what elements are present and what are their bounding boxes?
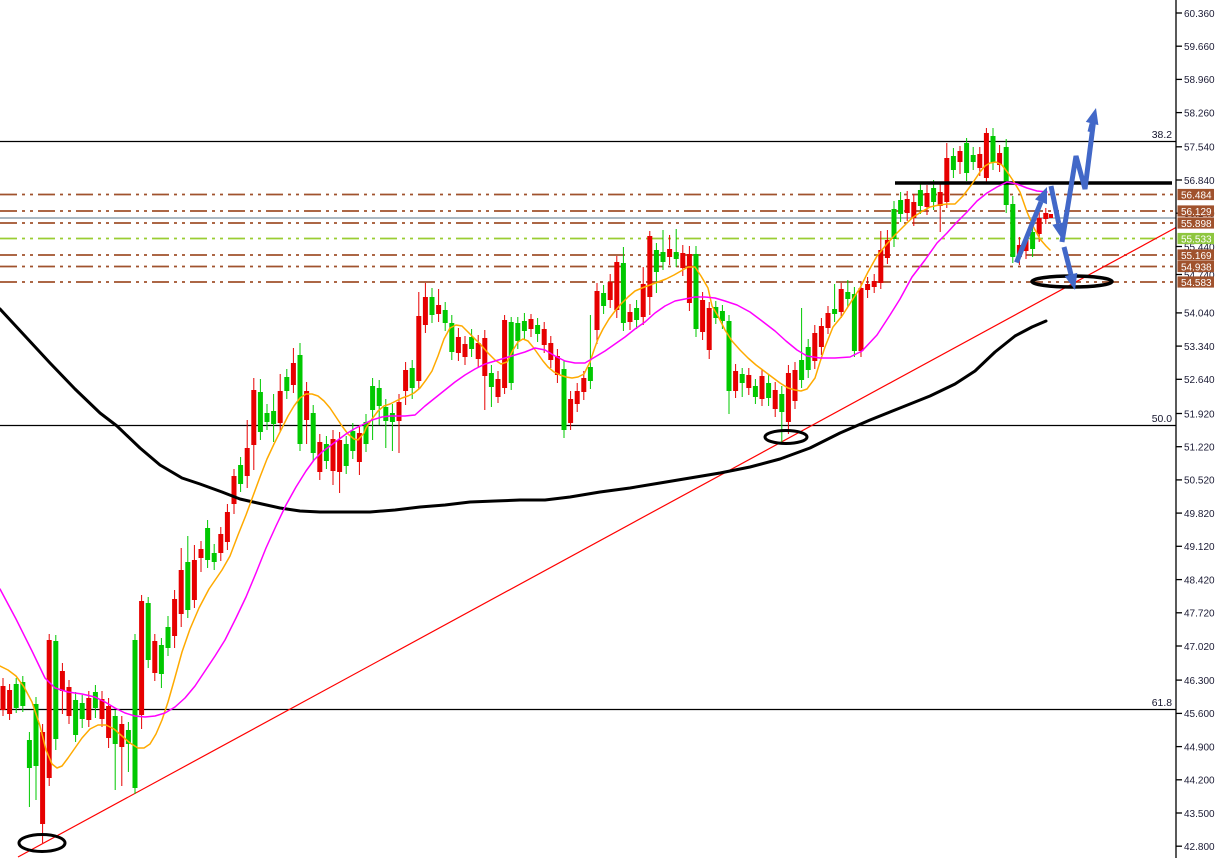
svg-text:50.520: 50.520 (1184, 476, 1215, 487)
svg-text:56.129: 56.129 (1181, 207, 1212, 218)
svg-text:46.300: 46.300 (1184, 676, 1215, 687)
svg-text:42.800: 42.800 (1184, 842, 1215, 853)
svg-text:49.120: 49.120 (1184, 542, 1215, 553)
svg-text:43.500: 43.500 (1184, 809, 1215, 820)
svg-text:54.583: 54.583 (1181, 278, 1212, 289)
svg-text:48.420: 48.420 (1184, 575, 1215, 586)
svg-text:52.640: 52.640 (1184, 375, 1215, 386)
svg-text:55.533: 55.533 (1181, 234, 1212, 245)
svg-text:51.220: 51.220 (1184, 443, 1215, 454)
svg-text:50.0: 50.0 (1152, 414, 1172, 425)
svg-text:54.740: 54.740 (1184, 270, 1215, 281)
svg-text:55.440: 55.440 (1184, 242, 1215, 253)
svg-text:47.720: 47.720 (1184, 609, 1215, 620)
svg-text:56.840: 56.840 (1184, 176, 1215, 187)
svg-text:53.340: 53.340 (1184, 342, 1215, 353)
svg-text:44.200: 44.200 (1184, 776, 1215, 787)
svg-text:56.484: 56.484 (1181, 190, 1212, 201)
svg-text:38.2: 38.2 (1152, 130, 1172, 141)
svg-text:57.540: 57.540 (1184, 143, 1215, 154)
svg-text:45.600: 45.600 (1184, 709, 1215, 720)
svg-text:55.169: 55.169 (1181, 251, 1212, 262)
svg-text:54.040: 54.040 (1184, 309, 1215, 320)
svg-text:58.260: 58.260 (1184, 108, 1215, 119)
svg-text:49.820: 49.820 (1184, 509, 1215, 520)
svg-text:58.960: 58.960 (1184, 75, 1215, 86)
svg-text:59.660: 59.660 (1184, 42, 1215, 53)
svg-text:51.920: 51.920 (1184, 409, 1215, 420)
svg-text:44.900: 44.900 (1184, 742, 1215, 753)
svg-text:47.020: 47.020 (1184, 642, 1215, 653)
svg-text:55.898: 55.898 (1181, 219, 1212, 230)
svg-text:61.8: 61.8 (1152, 698, 1172, 709)
svg-text:60.360: 60.360 (1184, 9, 1215, 20)
svg-text:54.938: 54.938 (1181, 262, 1212, 273)
